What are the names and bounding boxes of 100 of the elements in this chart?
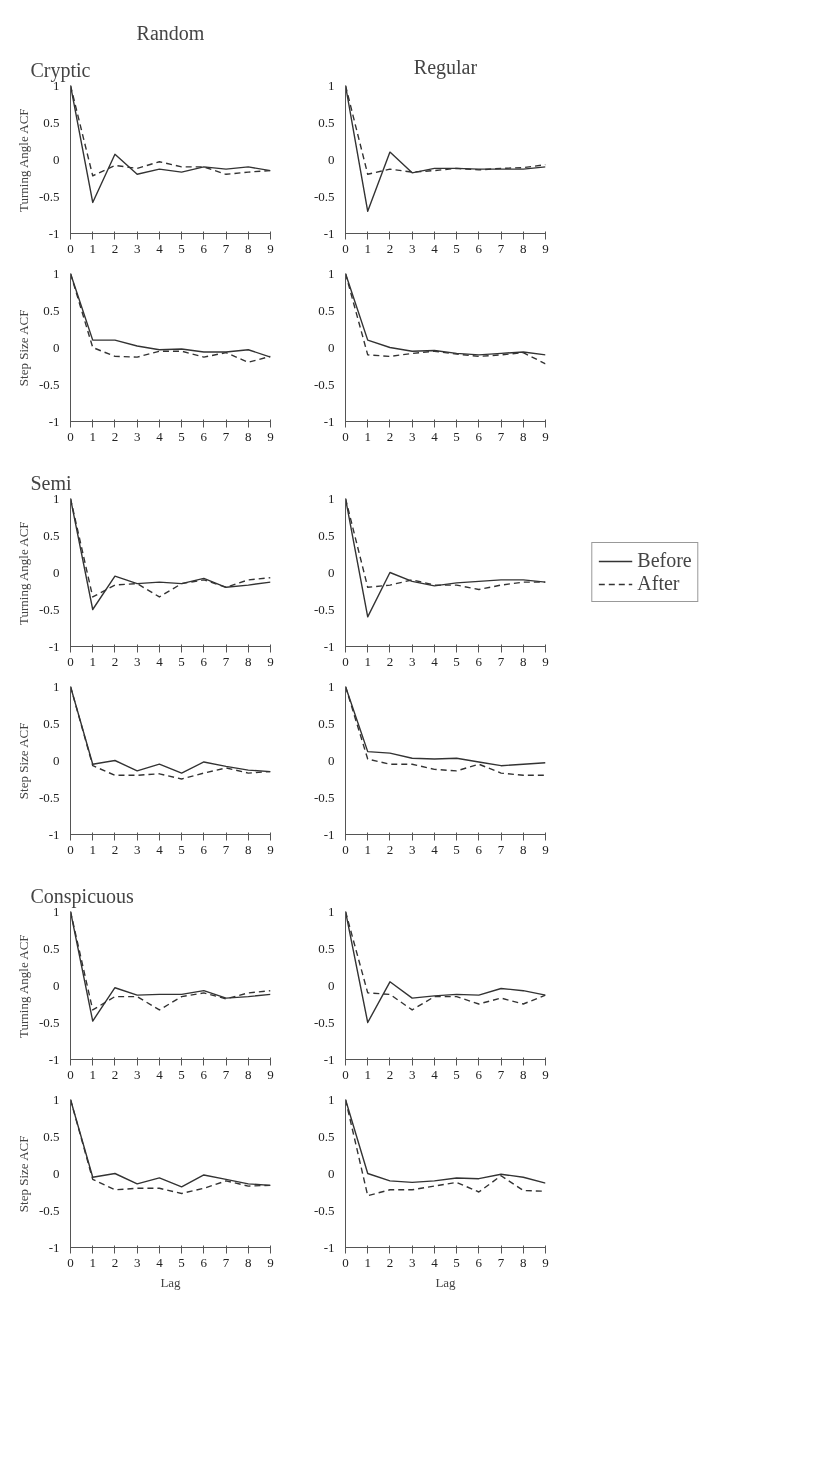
x-tick-label: 5 <box>453 653 460 669</box>
y-tick-label: 0 <box>328 752 335 768</box>
x-tick-label: 6 <box>475 428 483 444</box>
x-axis-title: Lag <box>435 1274 457 1290</box>
x-tick-label: 7 <box>497 1254 505 1270</box>
x-tick-label: 2 <box>386 1066 394 1082</box>
x-tick-label: 2 <box>111 1066 119 1082</box>
x-tick-label: 8 <box>520 841 527 857</box>
x-tick-label: 5 <box>178 1254 185 1270</box>
x-tick-label: 7 <box>222 841 230 857</box>
x-tick-label: 0 <box>342 1066 349 1082</box>
x-tick-label: 3 <box>133 841 141 857</box>
x-tick-label: 7 <box>497 841 505 857</box>
x-tick-label: 1 <box>89 1254 96 1270</box>
y-tick-label: -1 <box>323 638 335 654</box>
x-tick-label: 6 <box>200 1066 208 1082</box>
y-tick-label: 1 <box>53 678 60 694</box>
y-tick-label: 0 <box>53 977 60 993</box>
x-tick-label: 2 <box>386 1254 394 1270</box>
y-tick-label: -1 <box>48 826 60 842</box>
y-tick-label: 0.5 <box>318 302 335 318</box>
x-tick-label: 6 <box>475 653 483 669</box>
x-tick-label: 3 <box>133 1066 141 1082</box>
y-tick-label: -1 <box>48 1051 60 1067</box>
y-tick-label: 0 <box>53 564 60 580</box>
y-tick-label: -0.5 <box>313 1202 335 1218</box>
x-tick-label: 6 <box>475 240 483 256</box>
x-tick-label: 9 <box>542 653 549 669</box>
y-tick-label: -1 <box>323 826 335 842</box>
x-tick-label: 5 <box>178 1066 185 1082</box>
x-tick-label: 6 <box>200 653 208 669</box>
y-tick-label: -0.5 <box>38 376 60 392</box>
x-tick-label: 2 <box>111 240 119 256</box>
x-tick-label: 5 <box>453 1066 460 1082</box>
x-tick-label: 6 <box>475 841 483 857</box>
x-axis-title: Lag <box>160 1274 182 1290</box>
x-tick-label: 4 <box>431 653 439 669</box>
x-tick-label: 9 <box>267 428 274 444</box>
x-tick-label: 0 <box>342 428 349 444</box>
x-tick-label: 9 <box>542 841 549 857</box>
x-tick-label: 3 <box>408 1254 416 1270</box>
y-tick-label: -1 <box>48 225 60 241</box>
y-tick-label: 1 <box>328 77 335 93</box>
x-tick-label: 7 <box>497 1066 505 1082</box>
x-tick-label: 6 <box>200 428 208 444</box>
y-axis-title: Step Size ACF <box>15 722 31 800</box>
x-tick-label: 8 <box>245 428 252 444</box>
x-tick-label: 6 <box>200 240 208 256</box>
x-tick-label: 3 <box>133 653 141 669</box>
y-tick-label: -1 <box>48 638 60 654</box>
x-tick-label: 0 <box>342 653 349 669</box>
y-tick-label: 1 <box>328 1091 335 1107</box>
x-tick-label: 8 <box>245 240 252 256</box>
x-tick-label: 4 <box>156 841 164 857</box>
x-tick-label: 7 <box>222 240 230 256</box>
x-tick-label: 1 <box>89 653 96 669</box>
y-tick-label: 0.5 <box>318 527 335 543</box>
x-tick-label: 8 <box>520 653 527 669</box>
x-tick-label: 0 <box>67 240 74 256</box>
x-tick-label: 6 <box>475 1066 483 1082</box>
y-tick-label: 0 <box>53 752 60 768</box>
x-tick-label: 3 <box>133 240 141 256</box>
x-tick-label: 1 <box>89 1066 96 1082</box>
x-tick-label: 0 <box>67 1254 74 1270</box>
x-tick-label: 2 <box>386 428 394 444</box>
x-tick-label: 1 <box>89 240 96 256</box>
x-tick-label: 9 <box>267 1066 274 1082</box>
x-tick-label: 4 <box>431 1066 439 1082</box>
y-tick-label: 0 <box>328 339 335 355</box>
x-tick-label: 0 <box>67 428 74 444</box>
x-tick-label: 1 <box>364 841 371 857</box>
x-tick-label: 5 <box>178 240 185 256</box>
x-tick-label: 9 <box>267 841 274 857</box>
y-axis-title: Turning Angle ACF <box>15 108 31 212</box>
x-tick-label: 7 <box>497 428 505 444</box>
x-tick-label: 5 <box>453 1254 460 1270</box>
x-tick-label: 6 <box>200 841 208 857</box>
x-tick-label: 7 <box>497 653 505 669</box>
x-tick-label: 2 <box>111 428 119 444</box>
x-tick-label: 9 <box>542 240 549 256</box>
x-tick-label: 3 <box>408 428 416 444</box>
x-tick-label: 1 <box>364 1254 371 1270</box>
legend-label: After <box>637 572 680 595</box>
y-tick-label: 0 <box>328 977 335 993</box>
y-tick-label: -0.5 <box>313 376 335 392</box>
x-tick-label: 4 <box>156 1254 164 1270</box>
x-tick-label: 1 <box>364 428 371 444</box>
x-tick-label: 5 <box>453 240 460 256</box>
x-tick-label: 4 <box>431 841 439 857</box>
x-tick-label: 0 <box>342 240 349 256</box>
x-tick-label: 2 <box>386 653 394 669</box>
y-tick-label: -1 <box>323 225 335 241</box>
y-tick-label: 1 <box>53 1091 60 1107</box>
y-tick-label: 0.5 <box>318 940 335 956</box>
y-tick-label: 1 <box>328 903 335 919</box>
x-tick-label: 1 <box>364 1066 371 1082</box>
y-axis-title: Turning Angle ACF <box>15 934 31 1038</box>
y-tick-label: 0.5 <box>43 302 60 318</box>
x-tick-label: 9 <box>267 240 274 256</box>
x-tick-label: 0 <box>67 653 74 669</box>
